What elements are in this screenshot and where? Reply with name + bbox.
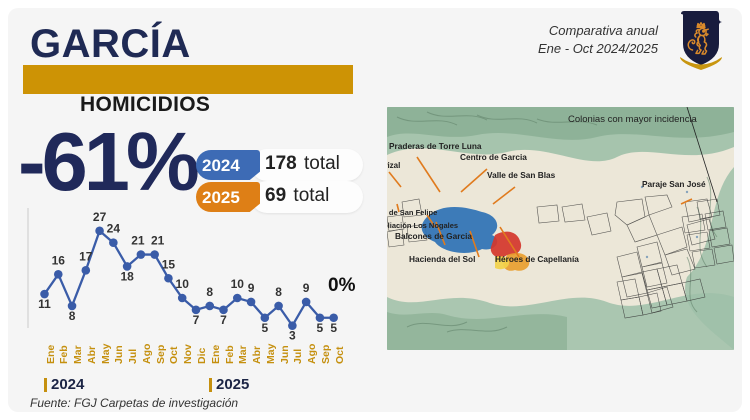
svg-text:Praderas de Torre Luna: Praderas de Torre Luna: [389, 141, 482, 151]
svg-text:Paraje San José: Paraje San José: [642, 179, 706, 189]
svg-text:8: 8: [275, 285, 282, 299]
svg-text:18: 18: [120, 269, 134, 283]
svg-text:Hacienda del Sol: Hacienda del Sol: [409, 254, 475, 264]
svg-text:Héroes de Capellanía: Héroes de Capellanía: [495, 254, 579, 264]
svg-text:Balcones de Garcia: Balcones de Garcia: [395, 231, 472, 241]
svg-text:Real de San Felipe: Real de San Felipe: [387, 208, 437, 217]
svg-text:9: 9: [248, 281, 255, 295]
svg-text:Colonias con mayor incidencia: Colonias con mayor incidencia: [568, 114, 698, 125]
svg-text:8: 8: [69, 309, 76, 323]
svg-text:17: 17: [79, 249, 93, 263]
svg-text:16: 16: [52, 253, 66, 267]
svg-text:Carrizal: Carrizal: [387, 161, 400, 170]
svg-text:15: 15: [162, 257, 176, 271]
svg-text:24: 24: [107, 222, 121, 236]
svg-text:Valle de San Blas: Valle de San Blas: [487, 170, 556, 180]
svg-text:21: 21: [131, 234, 145, 248]
svg-text:10: 10: [231, 277, 245, 291]
svg-text:7: 7: [220, 313, 227, 327]
svg-text:Ampliación Los Nogales: Ampliación Los Nogales: [387, 221, 458, 230]
svg-text:21: 21: [151, 234, 165, 248]
svg-text:9: 9: [303, 281, 310, 295]
svg-text:7: 7: [193, 313, 200, 327]
svg-text:27: 27: [93, 210, 107, 224]
svg-text:8: 8: [206, 285, 213, 299]
svg-text:11: 11: [38, 297, 51, 311]
svg-text:Centro de Garcia: Centro de Garcia: [460, 152, 527, 162]
svg-text:10: 10: [176, 277, 190, 291]
